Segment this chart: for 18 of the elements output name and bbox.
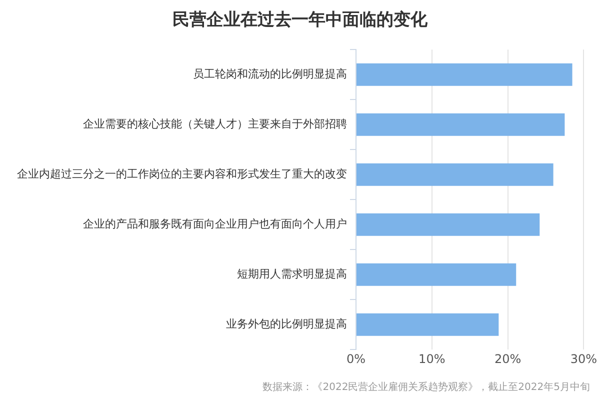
source-note: 数据来源：《2022民营企业雇佣关系趋势观察》，截止至2022年5月中旬 (262, 380, 590, 394)
x-tick-label: 20% (494, 352, 522, 366)
chart-title: 民营企业在过去一年中面临的变化 (172, 9, 428, 31)
bar (356, 263, 516, 286)
y-tick-label: 企业的产品和服务既有面向企业用户也有面向个人用户 (83, 217, 347, 230)
x-tick-label: 10% (418, 352, 446, 366)
y-tick-label: 企业内超过三分之一的工作岗位的主要内容和形式发生了重大的改变 (17, 167, 347, 180)
y-tick-label: 业务外包的比例明显提高 (226, 317, 347, 330)
y-tick-label: 企业需要的核心技能（关键人才）主要来自于外部招聘 (83, 117, 347, 130)
x-tick-label: 0% (346, 352, 366, 366)
bar (356, 213, 540, 236)
y-tick-label: 短期用人需求明显提高 (237, 267, 347, 280)
y-tick-label: 员工轮岗和流动的比例明显提高 (193, 67, 347, 80)
x-tick-label: 30% (570, 352, 597, 366)
bar (356, 113, 565, 136)
bar (356, 63, 572, 86)
bar (356, 313, 499, 336)
bar (356, 163, 554, 186)
